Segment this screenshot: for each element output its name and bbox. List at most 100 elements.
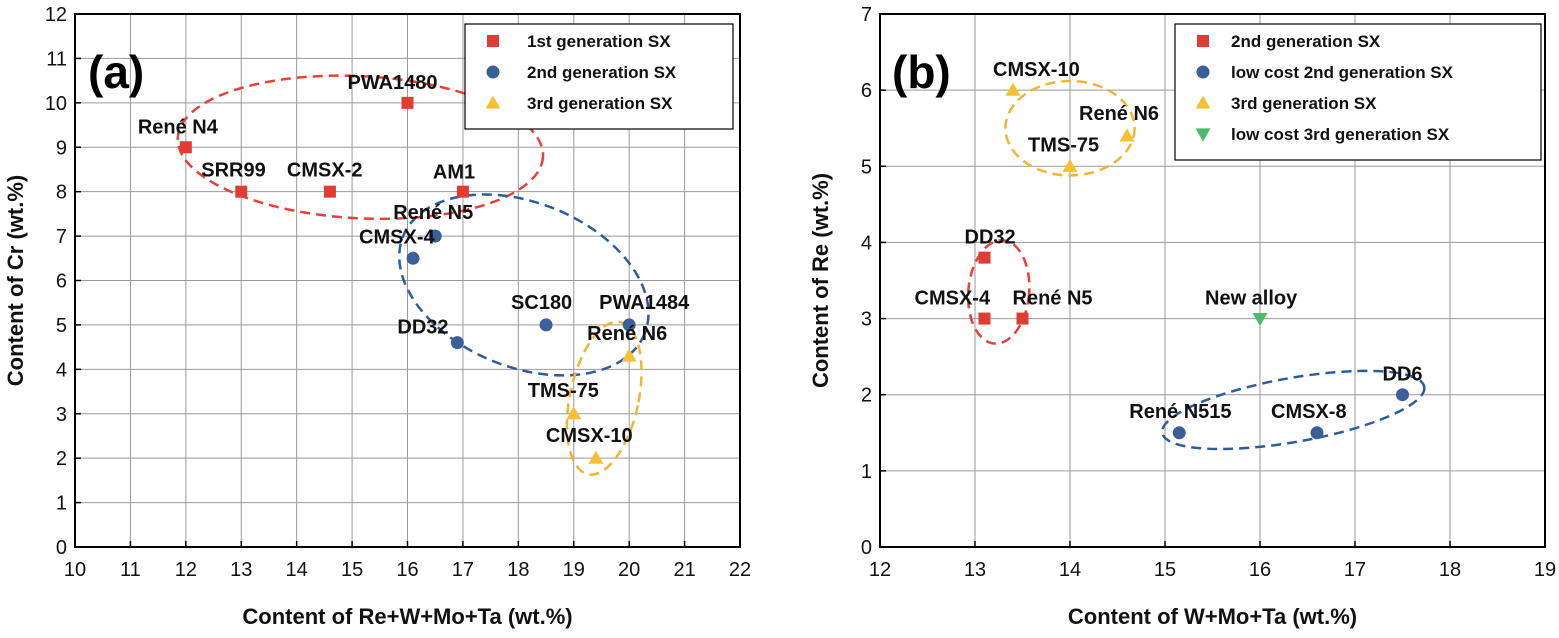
legend-entry: low cost 3rd generation SX — [1231, 125, 1450, 144]
data-point-label: CMSX-4 — [359, 226, 435, 248]
legend-entry: 3rd generation SX — [1231, 94, 1377, 113]
legend-entry: 3rd generation SX — [527, 94, 673, 113]
data-point-label: CMSX-4 — [915, 288, 991, 310]
y-tick-label: 6 — [861, 80, 872, 102]
data-point-label: SRR99 — [201, 160, 265, 182]
legend-box — [1174, 23, 1542, 161]
data-point — [1016, 312, 1029, 325]
x-tick-label: 21 — [673, 559, 695, 581]
group-ellipse — [966, 239, 1031, 345]
data-point — [978, 251, 991, 264]
data-point-label: René N6 — [587, 323, 667, 345]
legend-marker — [486, 65, 500, 79]
x-tick-label: 17 — [1344, 559, 1366, 581]
y-axis-label: Content of Re (wt.%) — [808, 173, 833, 388]
data-point — [323, 185, 336, 198]
data-point-label: TMS-75 — [528, 380, 599, 402]
legend-entry: 1st generation SX — [527, 32, 671, 51]
y-axis-label: Content of Cr (wt.%) — [3, 175, 28, 386]
data-point-label: CMSX-8 — [1271, 401, 1347, 423]
legend-entry: 2nd generation SX — [1231, 32, 1381, 51]
y-tick-label: 1 — [56, 493, 67, 515]
group-ellipse — [1004, 79, 1136, 177]
y-tick-label: 2 — [56, 448, 67, 470]
y-tick-label: 3 — [56, 404, 67, 426]
chart-panel-a: 10 11 12 13 14 15 16 17 18 19 20 21 2201234567891011… — [3, 4, 751, 629]
legend-box — [464, 23, 734, 130]
group-ellipse — [176, 74, 545, 221]
y-tick-label: 3 — [861, 309, 872, 331]
data-point — [1005, 82, 1021, 96]
series-square: René N4 SRR99 CMSX-2 PWA1480 AM1 — [138, 72, 475, 198]
series-square: DD32 CMSX-4 René N5 — [915, 227, 1093, 325]
data-point — [1062, 158, 1078, 172]
data-point-label: CMSX-10 — [546, 425, 633, 447]
x-tick-label: 19 — [563, 559, 585, 581]
data-point-label: DD32 — [965, 227, 1016, 249]
x-tick-label: 15 — [1154, 559, 1176, 581]
data-point — [588, 450, 604, 464]
data-point-label: René N4 — [138, 116, 219, 138]
data-point-label: René N515 — [1129, 401, 1231, 423]
x-tick-label: 13 — [964, 559, 986, 581]
data-point-label: New alloy — [1205, 288, 1298, 310]
x-axis-label: Content of W+Mo+Ta (wt.%) — [1068, 604, 1357, 629]
plot-frame — [879, 13, 1546, 548]
series-triangle-up: René N6 TMS-75 CMSX-10 — [528, 323, 667, 464]
legend-entry: 2nd generation SX — [527, 63, 677, 82]
x-tick-label: 15 — [341, 559, 363, 581]
data-point — [406, 251, 420, 265]
data-point — [450, 336, 464, 350]
data-point-label: DD32 — [397, 317, 448, 339]
data-point — [235, 185, 248, 198]
legend: 2nd generation SX low cost 2nd generation… — [1174, 23, 1542, 161]
x-tick-label: 14 — [286, 559, 308, 581]
series-triangle-down: New alloy — [1205, 288, 1298, 327]
y-tick-label: 5 — [861, 156, 872, 178]
legend-entry: low cost 2nd generation SX — [1231, 63, 1454, 82]
y-tick-label: 0 — [56, 537, 67, 559]
y-tick-label: 2 — [861, 385, 872, 407]
legend-marker — [1195, 95, 1211, 109]
x-tick-label: 12 — [869, 559, 891, 581]
x-tick-label: 14 — [1059, 559, 1081, 581]
y-tick-label: 12 — [45, 4, 67, 26]
x-tick-label: 22 — [729, 559, 751, 581]
legend-marker — [1196, 65, 1210, 79]
y-tick-label: 4 — [861, 232, 872, 254]
y-tick-label: 8 — [56, 182, 67, 204]
y-tick-label: 9 — [56, 137, 67, 159]
x-tick-label: 16 — [1249, 559, 1271, 581]
x-tick-label: 12 — [175, 559, 197, 581]
data-point-label: SC180 — [511, 292, 572, 314]
y-tick-label: 7 — [861, 4, 872, 26]
data-point — [1310, 426, 1324, 440]
x-tick-label: 18 — [507, 559, 529, 581]
y-tick-label: 6 — [56, 271, 67, 293]
y-tick-label: 5 — [56, 315, 67, 337]
x-tick-label: 10 — [64, 559, 86, 581]
data-point — [621, 348, 637, 362]
data-point — [456, 185, 469, 198]
data-point — [978, 312, 991, 325]
legend-marker — [1197, 35, 1209, 47]
data-point-label: CMSX-2 — [287, 160, 363, 182]
panel-label: (a) — [88, 46, 144, 98]
data-point — [428, 229, 442, 243]
x-tick-label: 20 — [618, 559, 640, 581]
data-point-label: René N5 — [1013, 288, 1093, 310]
y-tick-label: 11 — [46, 48, 67, 70]
data-point — [401, 96, 414, 109]
y-tick-label: 4 — [56, 359, 67, 381]
group-ellipse — [565, 320, 643, 476]
data-point-label: CMSX-10 — [993, 59, 1080, 81]
data-point — [539, 318, 553, 332]
x-tick-label: 18 — [1439, 559, 1461, 581]
data-point — [1252, 312, 1268, 327]
y-tick-label: 0 — [861, 537, 872, 559]
y-tick-label: 10 — [45, 93, 67, 115]
x-tick-label: 19 — [1534, 559, 1556, 581]
